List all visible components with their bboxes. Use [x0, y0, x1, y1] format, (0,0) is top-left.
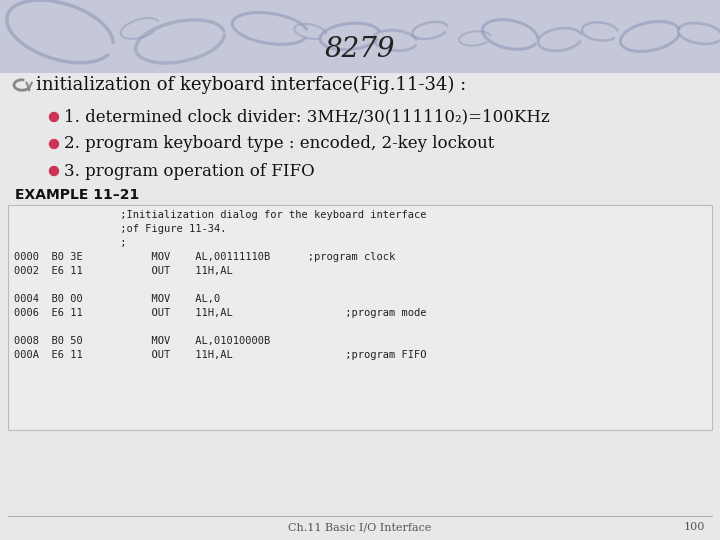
Text: 0006  E6 11           OUT    11H,AL                  ;program mode: 0006 E6 11 OUT 11H,AL ;program mode: [14, 308, 426, 318]
Text: 0000  B0 3E           MOV    AL,00111110B      ;program clock: 0000 B0 3E MOV AL,00111110B ;program clo…: [14, 252, 395, 262]
Text: 3. program operation of FIFO: 3. program operation of FIFO: [64, 163, 315, 179]
Text: 100: 100: [683, 522, 705, 532]
Bar: [8, 205, 712, 430]
Text: 0004  B0 00           MOV    AL,0: 0004 B0 00 MOV AL,0: [14, 294, 220, 304]
Text: initialization of keyboard interface(Fig.11-34) :: initialization of keyboard interface(Fig…: [36, 76, 467, 94]
Text: ;Initialization dialog for the keyboard interface: ;Initialization dialog for the keyboard …: [14, 210, 426, 220]
Text: 1. determined clock divider: 3MHz/30(111110₂)=100KHz: 1. determined clock divider: 3MHz/30(111…: [64, 109, 550, 125]
Circle shape: [50, 112, 58, 122]
Text: 0002  E6 11           OUT    11H,AL: 0002 E6 11 OUT 11H,AL: [14, 266, 233, 276]
Bar: [0, 0, 720, 73]
Text: 0008  B0 50           MOV    AL,01010000B: 0008 B0 50 MOV AL,01010000B: [14, 336, 270, 346]
Text: EXAMPLE 11–21: EXAMPLE 11–21: [15, 188, 139, 202]
Text: ;: ;: [14, 238, 127, 248]
Text: Ch.11 Basic I/O Interface: Ch.11 Basic I/O Interface: [288, 522, 432, 532]
Text: 2. program keyboard type : encoded, 2-key lockout: 2. program keyboard type : encoded, 2-ke…: [64, 136, 495, 152]
Circle shape: [50, 166, 58, 176]
Text: 000A  E6 11           OUT    11H,AL                  ;program FIFO: 000A E6 11 OUT 11H,AL ;program FIFO: [14, 350, 426, 360]
Text: ;of Figure 11-34.: ;of Figure 11-34.: [14, 224, 227, 234]
Circle shape: [50, 139, 58, 148]
Text: 8279: 8279: [325, 36, 395, 63]
